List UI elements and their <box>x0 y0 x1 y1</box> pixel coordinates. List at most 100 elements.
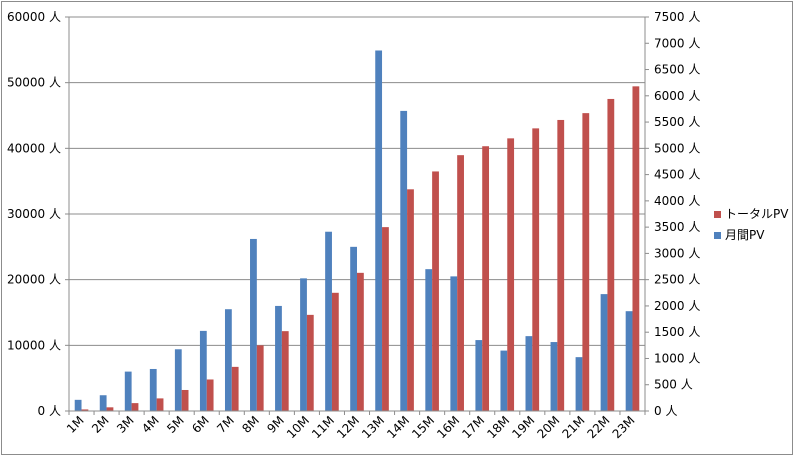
bar-total-pv <box>482 146 490 411</box>
right-axis-tick-label: 3000 人 <box>654 246 700 260</box>
bar-total-pv <box>306 314 314 411</box>
bar-monthly-pv <box>525 336 533 411</box>
bar-monthly-pv <box>300 278 307 411</box>
legend-swatch <box>714 211 721 218</box>
right-axis-tick-label: 4500 人 <box>654 168 700 182</box>
x-axis-tick-labels: 1M 2M 3M 4M 5M 6M 7M 8M 9M10M11M12M13M14M15M16M1… <box>64 413 638 441</box>
bar-total-pv <box>457 155 464 411</box>
x-axis-tick-label: 6M <box>189 413 212 436</box>
bar-total-pv <box>256 345 264 411</box>
bar-monthly-pv <box>550 342 558 411</box>
right-axis-tick-label: 6000 人 <box>654 89 700 103</box>
bar-total-pv <box>407 189 414 411</box>
bar-monthly-pv <box>350 246 357 411</box>
right-axis-tick-labels: 0 人 500 人 1000 人 1500 人 2000 人 2500 人 3000 人 35… <box>654 10 700 418</box>
bar-monthly-pv <box>325 231 332 411</box>
x-axis-tick-label: 19M <box>509 413 537 441</box>
axes <box>65 16 649 415</box>
x-axis-tick-label: 20M <box>534 413 562 441</box>
x-axis-tick-label: 5M <box>164 413 187 436</box>
x-axis-tick-label: 22M <box>585 413 613 441</box>
bar-total-pv <box>231 366 239 411</box>
left-axis-tick-labels: 0 人 10000 人 20000 人 30000 人 40000 人 50000 人 60… <box>7 10 61 418</box>
legend: トータルPV 月間PV <box>714 207 789 242</box>
right-axis-tick-label: 1000 人 <box>654 351 700 365</box>
bar-total-pv <box>131 403 139 411</box>
right-axis-tick-label: 500 人 <box>654 378 693 392</box>
legend-label: 月間PV <box>725 228 765 242</box>
bar-total-pv <box>281 331 289 411</box>
bar-monthly-pv <box>250 238 257 411</box>
right-axis-tick-label: 5000 人 <box>654 141 700 155</box>
bar-monthly-pv <box>425 269 433 411</box>
left-axis-tick-label: 40000 人 <box>7 141 61 155</box>
bar-monthly-pv <box>500 350 508 411</box>
gridlines <box>69 16 645 346</box>
bar-total-pv <box>582 113 590 412</box>
left-axis-tick-label: 30000 人 <box>7 207 61 221</box>
bar-monthly-pv <box>575 357 583 411</box>
right-axis-tick-label: 7500 人 <box>654 10 700 24</box>
x-axis-tick-label: 18M <box>484 413 512 441</box>
x-axis-tick-label: 2M <box>89 413 112 436</box>
left-axis-tick-label: 20000 人 <box>7 273 61 287</box>
bar-total-pv <box>181 389 189 411</box>
x-axis-tick-label: 14M <box>384 413 412 441</box>
x-axis-tick-label: 4M <box>139 413 162 436</box>
bar-monthly-pv <box>275 305 282 411</box>
bar-monthly-pv <box>174 349 182 411</box>
bar-total-pv <box>432 171 439 411</box>
right-axis-tick-label: 1500 人 <box>654 325 700 339</box>
x-axis-tick-label: 7M <box>214 413 237 436</box>
left-axis-tick-label: 0 人 <box>38 404 61 418</box>
x-axis-tick-label: 15M <box>409 413 437 441</box>
bar-monthly-pv <box>74 399 82 411</box>
x-axis-tick-label: 8M <box>239 413 262 436</box>
bar-monthly-pv <box>475 340 483 411</box>
legend-label: トータルPV <box>725 207 789 221</box>
left-axis-tick-label: 60000 人 <box>7 10 61 24</box>
bar-monthly-pv <box>400 110 408 412</box>
left-axis-tick-label: 50000 人 <box>7 76 61 90</box>
right-axis-tick-label: 4000 人 <box>654 194 700 208</box>
x-axis-tick-label: 10M <box>284 413 312 441</box>
right-axis-tick-label: 0 人 <box>654 404 677 418</box>
x-axis-tick-label: 23M <box>610 413 638 441</box>
right-axis-tick-label: 6500 人 <box>654 63 700 77</box>
legend-swatch <box>714 232 721 239</box>
x-axis-tick-label: 1M <box>64 413 87 436</box>
bar-monthly-pv <box>600 294 608 411</box>
bar-total-pv <box>156 398 164 411</box>
bar-monthly-pv <box>450 276 458 411</box>
bars <box>74 50 640 412</box>
bar-total-pv <box>81 409 89 411</box>
bar-total-pv <box>507 138 515 412</box>
right-axis-tick-label: 3500 人 <box>654 220 700 234</box>
bar-monthly-pv <box>124 371 132 411</box>
bar-monthly-pv <box>149 368 157 411</box>
bar-total-pv <box>532 128 540 411</box>
right-axis-tick-label: 7000 人 <box>654 36 700 50</box>
x-axis-tick-label: 16M <box>434 413 462 441</box>
x-axis-tick-label: 11M <box>309 413 337 441</box>
bar-monthly-pv <box>224 309 232 411</box>
x-axis-tick-label: 9M <box>264 413 287 436</box>
bar-total-pv <box>206 379 214 411</box>
bar-monthly-pv <box>199 330 207 411</box>
bar-total-pv <box>106 407 114 411</box>
x-axis-tick-label: 17M <box>459 413 487 441</box>
bar-total-pv <box>357 272 364 411</box>
bar-total-pv <box>607 98 615 412</box>
right-axis-tick-label: 5500 人 <box>654 115 700 129</box>
bar-total-pv <box>632 86 640 412</box>
bar-monthly-pv <box>375 50 383 412</box>
x-axis-tick-label: 12M <box>334 413 362 441</box>
right-axis-tick-label: 2500 人 <box>654 273 700 287</box>
right-axis-tick-label: 2000 人 <box>654 299 700 313</box>
bar-total-pv <box>382 227 389 411</box>
bar-monthly-pv <box>625 311 633 411</box>
x-axis-tick-label: 13M <box>359 413 387 441</box>
left-axis-tick-label: 10000 人 <box>7 338 61 352</box>
